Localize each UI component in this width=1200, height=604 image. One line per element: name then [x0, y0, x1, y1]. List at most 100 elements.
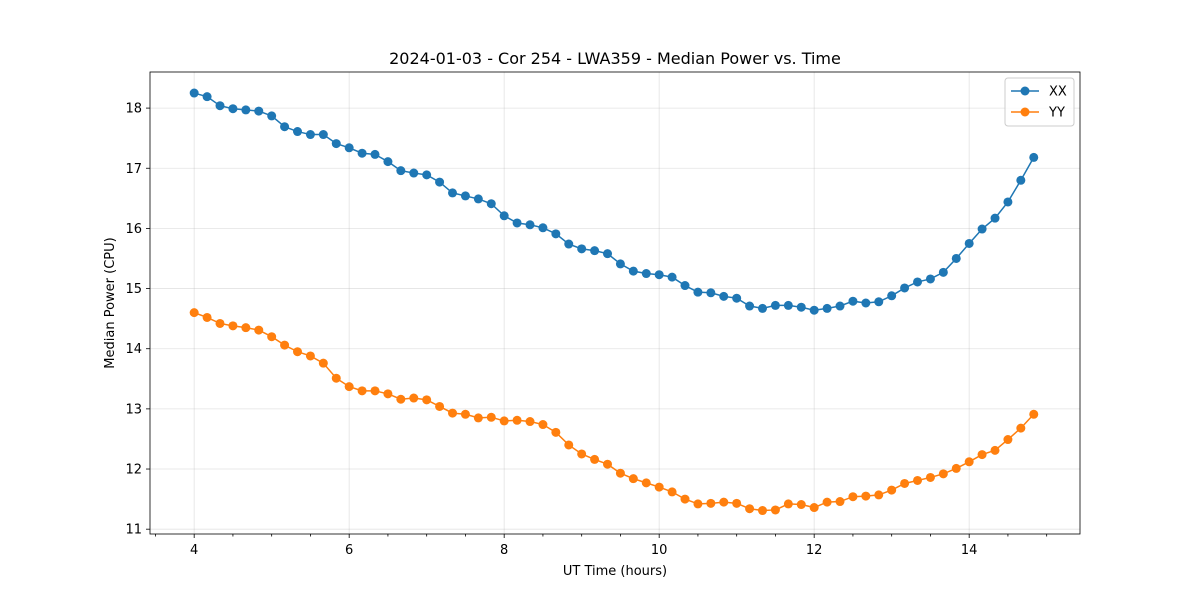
data-point-yy	[706, 498, 716, 508]
data-point-xx	[512, 218, 522, 228]
data-point-xx	[913, 277, 923, 287]
data-point-yy	[925, 472, 935, 482]
y-tick-label: 18	[125, 102, 142, 117]
data-point-yy	[848, 492, 858, 502]
data-point-xx	[1029, 152, 1039, 162]
data-point-xx	[861, 298, 871, 308]
data-point-xx	[706, 288, 716, 298]
data-point-xx	[241, 105, 251, 115]
data-point-xx	[925, 274, 935, 284]
data-point-yy	[822, 497, 832, 507]
data-point-xx	[822, 303, 832, 313]
data-point-xx	[615, 259, 625, 269]
data-point-yy	[758, 506, 768, 516]
data-point-xx	[409, 168, 419, 178]
data-point-xx	[977, 224, 987, 234]
data-point-yy	[874, 490, 884, 500]
data-point-xx	[938, 267, 948, 277]
data-point-xx	[538, 223, 548, 233]
data-point-yy	[796, 500, 806, 510]
data-point-yy	[189, 308, 199, 318]
data-point-xx	[293, 127, 303, 137]
data-point-xx	[590, 246, 600, 256]
legend-items: XX YY	[1011, 85, 1067, 121]
data-point-xx	[577, 244, 587, 254]
data-point-yy	[641, 478, 651, 488]
data-point-yy	[680, 494, 690, 504]
data-point-yy	[383, 389, 393, 399]
legend-label-yy: YY	[1048, 106, 1065, 121]
data-point-yy	[603, 459, 613, 469]
data-point-xx	[344, 143, 354, 153]
data-point-xx	[448, 188, 458, 198]
data-point-xx	[499, 211, 509, 221]
grid	[150, 72, 1080, 534]
y-tick-label: 13	[125, 402, 142, 417]
data-point-xx	[667, 272, 677, 282]
y-tick-label: 11	[125, 523, 142, 538]
data-point-yy	[615, 468, 625, 478]
data-point-yy	[938, 469, 948, 479]
data-point-xx	[835, 301, 845, 311]
data-point-xx	[215, 101, 225, 111]
data-point-yy	[202, 312, 212, 322]
data-point-xx	[719, 291, 729, 301]
chart-title: 2024-01-03 - Cor 254 - LWA359 - Median P…	[389, 49, 841, 68]
data-point-xx	[1003, 197, 1013, 207]
data-point-yy	[732, 498, 742, 508]
data-point-xx	[228, 104, 238, 114]
data-point-yy	[990, 445, 1000, 455]
x-tick-label: 10	[651, 543, 668, 558]
data-point-xx	[900, 283, 910, 293]
data-point-xx	[628, 266, 638, 276]
data-point-yy	[564, 440, 574, 450]
x-tick-label: 6	[345, 543, 353, 558]
data-point-xx	[318, 130, 328, 140]
data-point-yy	[422, 395, 432, 405]
data-point-xx	[331, 139, 341, 149]
legend-item-xx: XX	[1011, 85, 1067, 100]
data-point-yy	[305, 351, 315, 361]
data-point-xx	[990, 213, 1000, 223]
data-point-xx	[693, 287, 703, 297]
data-point-xx	[189, 88, 199, 98]
data-point-yy	[887, 485, 897, 495]
x-tick-label: 8	[500, 543, 508, 558]
data-point-yy	[900, 478, 910, 488]
data-point-yy	[228, 321, 238, 331]
y-tick-label: 14	[125, 342, 142, 357]
data-point-yy	[254, 325, 264, 335]
data-point-xx	[964, 238, 974, 248]
data-point-xx	[267, 111, 277, 121]
data-point-yy	[577, 449, 587, 459]
y-axis: 11 12 13 14 15 16 17 18	[125, 102, 150, 538]
y-tick-label: 15	[125, 282, 142, 297]
data-point-yy	[512, 415, 522, 425]
data-point-yy	[590, 454, 600, 464]
data-point-yy	[719, 497, 729, 507]
data-point-yy	[370, 386, 380, 396]
data-point-xx	[460, 191, 470, 201]
data-point-xx	[887, 291, 897, 301]
data-point-xx	[396, 166, 406, 176]
series-yy	[189, 308, 1039, 516]
data-point-yy	[409, 393, 419, 403]
data-point-yy	[331, 373, 341, 383]
data-point-yy	[667, 487, 677, 497]
data-point-xx	[305, 130, 315, 140]
data-point-yy	[435, 401, 445, 411]
data-point-yy	[357, 386, 367, 396]
x-axis: 4 6 8 10 12 14	[155, 534, 1048, 558]
data-point-xx	[551, 229, 561, 239]
data-point-xx	[254, 106, 264, 116]
data-point-yy	[951, 463, 961, 473]
data-point-yy	[448, 408, 458, 418]
data-point-yy	[913, 475, 923, 485]
data-point-xx	[383, 157, 393, 167]
data-point-yy	[693, 499, 703, 509]
data-point-xx	[680, 281, 690, 291]
data-point-yy	[977, 450, 987, 460]
y-tick-label: 17	[125, 162, 142, 177]
